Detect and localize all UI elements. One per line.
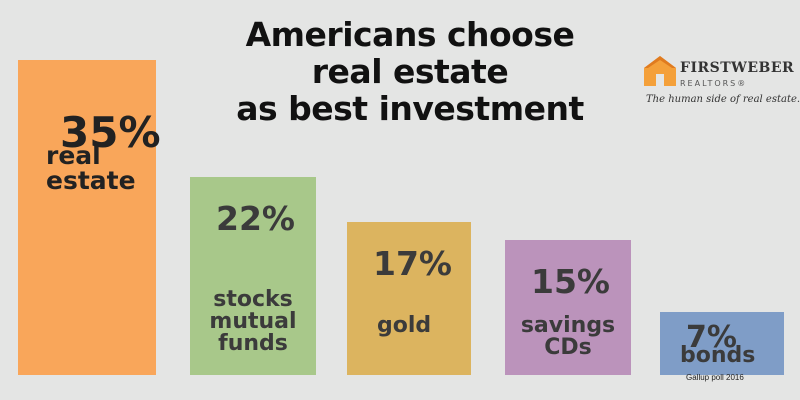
title-line-3: as best investment	[236, 89, 584, 128]
category-label-gold: gold	[377, 313, 432, 338]
bar-real-estate	[18, 60, 156, 375]
logo-subtitle: REALTORS®	[680, 79, 748, 88]
house-logo-icon	[644, 56, 676, 86]
chart-title: Americans choose real estate as best inv…	[200, 16, 620, 127]
value-label-real-estate: 35%	[60, 108, 161, 157]
logo-tagline: The human side of real estate.	[646, 94, 800, 105]
value-label-savings: 15%	[531, 262, 610, 301]
category-label-real-estate: real estate	[46, 141, 136, 195]
value-label-stocks: 22%	[216, 199, 295, 238]
logo-name: FIRSTWEBER	[680, 60, 795, 76]
bar-bonds	[660, 312, 784, 375]
source-note: Gallup poll 2016	[686, 373, 744, 382]
firstweber-logo: FIRSTWEBER REALTORS® The human side of r…	[640, 54, 800, 114]
value-label-gold: 17%	[373, 244, 452, 283]
bar-gold	[347, 222, 471, 375]
title-line-1: Americans choose	[245, 15, 575, 54]
bar-savings	[505, 240, 631, 375]
category-label-bonds: bonds	[680, 343, 756, 368]
title-line-2: real estate	[311, 52, 509, 91]
value-label-bonds: 7%	[686, 320, 737, 355]
bar-stocks	[190, 177, 316, 375]
category-label-savings: savings CDs	[520, 313, 616, 360]
category-label-stocks: stocks mutual funds	[209, 287, 297, 356]
